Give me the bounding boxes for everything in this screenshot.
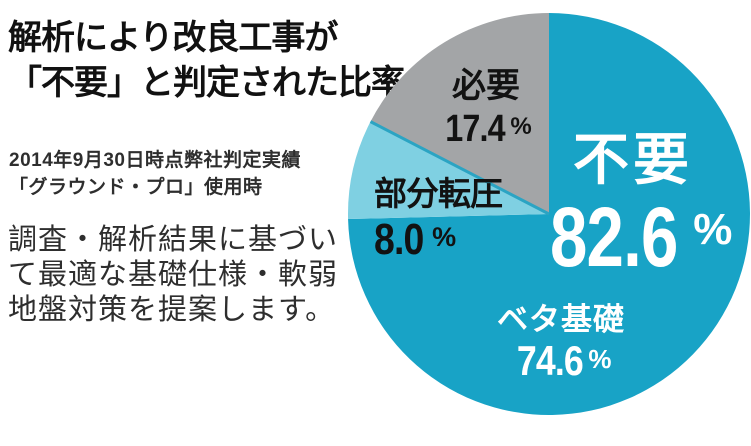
source-note-line2: 「グラウンド・プロ」使用時 [9,177,263,198]
slice-label-partial-name: 部分転圧 [374,175,503,212]
pie-slice-mat-foundation [348,13,750,416]
slice-label-necessary: 必要 17.4% [396,66,576,150]
slice-divider-line [369,120,550,216]
pie-slice-partial-compaction [347,121,549,220]
slice-label-mat-name: ベタ基礎 [497,302,625,337]
source-note-line1: 2014年9月30日時点弊社判定実績 [9,150,301,171]
source-note: 2014年9月30日時点弊社判定実績 「グラウンド・プロ」使用時 [9,147,301,201]
description-line2: て最適な基礎仕様・軟弱 [8,259,339,291]
slice-label-necessary-name: 必要 [452,67,520,105]
slice-label-mat-value: 74.6% [516,337,612,384]
page-title: 解析により改良工事が 「不要」と判定された比率 [8,16,405,106]
slice-label-mat-foundation: ベタ基礎 74.6% [451,302,671,382]
description-text: 調査・解析結果に基づい て最適な基礎仕様・軟弱 地盤対策を提案します。 [8,223,338,328]
pie-slice-necessary [370,12,549,214]
slice-label-partial-value: 8.0% [374,215,457,264]
description-line1: 調査・解析結果に基づい [8,224,339,256]
page-title-line2: 「不要」と判定された比率 [8,64,405,102]
description-line3: 地盤対策を提案します。 [8,294,336,326]
page-title-line1: 解析により改良工事が [8,19,338,57]
slice-label-partial-compaction: 部分転圧 8.0% [374,176,604,263]
slice-label-unnecessary: 不要 82.6% [518,128,748,284]
slice-label-unnecessary-name: 不要 [573,128,693,191]
slice-label-unnecessary-value: 82.6% [549,190,733,284]
slice-label-necessary-value: 17.4% [445,108,532,150]
